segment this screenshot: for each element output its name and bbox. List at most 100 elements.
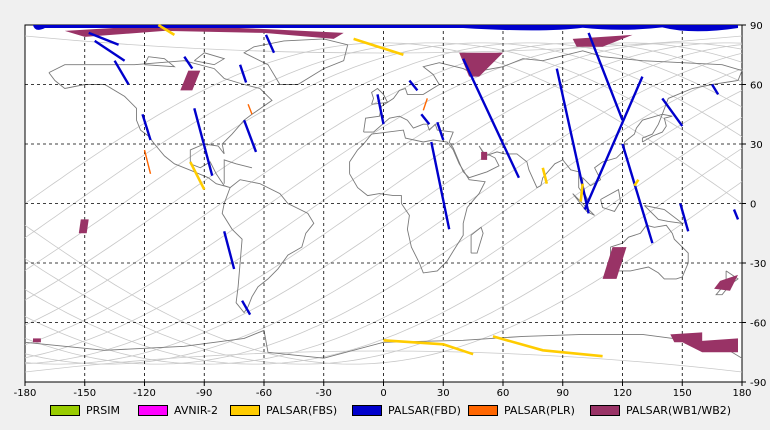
orbit-track [24, 90, 743, 365]
fbs-footprint [157, 23, 176, 37]
fbs-footprint [633, 178, 640, 187]
orbit-track [24, 35, 743, 54]
wb-footprint [481, 151, 488, 160]
fbd-footprint [408, 79, 419, 92]
fbd-footprint [587, 32, 624, 121]
fbd-footprint [436, 121, 445, 141]
fbd-footprint [242, 119, 258, 153]
x-tick-label: 0 [380, 388, 386, 399]
legend-swatch [50, 404, 80, 416]
fbd-footprint [711, 83, 720, 96]
legend-item: PALSAR(FBD) [352, 403, 461, 417]
fbd-footprint [376, 94, 385, 125]
wb-footprints [33, 25, 738, 353]
x-tick-label: -120 [133, 388, 156, 399]
wb-footprint [459, 52, 503, 77]
fbd-footprint [583, 76, 644, 210]
fbd-footprint [621, 143, 654, 244]
wb-footprint [682, 338, 738, 353]
legend-item: PRSIM [50, 403, 120, 417]
wb-footprint [670, 332, 703, 343]
fbd-footprint [141, 113, 152, 141]
fbd-polar-band [32, 25, 739, 32]
fbd-footprint [113, 60, 130, 86]
fbd-footprint [241, 300, 252, 316]
coastline [470, 226, 484, 254]
fbd-footprint [430, 141, 451, 230]
coastline [349, 129, 486, 274]
coastline [644, 205, 684, 224]
coastline [641, 113, 673, 143]
fbd-footprint [238, 64, 248, 83]
wb-footprint [714, 274, 738, 291]
legend-label: PALSAR(FBD) [388, 403, 461, 417]
map-frame [24, 24, 743, 383]
fbd-footprint [732, 209, 740, 220]
x-tick-label: 30 [437, 388, 450, 399]
fbd-footprint [88, 31, 120, 46]
x-tick-label: 60 [497, 388, 510, 399]
y-tick-label: 30 [750, 140, 763, 151]
fbs-footprint [541, 167, 549, 185]
wb-footprint [33, 338, 41, 343]
coastline [371, 87, 389, 105]
plr-footprint [247, 104, 253, 115]
legend-swatch [468, 404, 498, 416]
wb-footprint [180, 70, 201, 91]
orbit-track [24, 44, 743, 365]
coastline [194, 52, 226, 66]
fbs-footprint [189, 161, 206, 191]
legend-label: PALSAR(FBS) [266, 403, 338, 417]
fbd-footprint [94, 39, 126, 62]
legend-label: AVNIR-2 [174, 403, 218, 417]
fbd-footprint [420, 113, 431, 125]
coastline [600, 188, 621, 212]
y-tick-label: 60 [750, 81, 763, 92]
legend-swatch [590, 404, 620, 416]
coastline [610, 224, 689, 280]
x-tick-label: -150 [73, 388, 96, 399]
fbs-footprint [492, 335, 603, 358]
x-tick-label: 150 [673, 388, 692, 399]
legend-swatch [138, 404, 168, 416]
plr-footprints [143, 98, 428, 174]
y-tick-label: -30 [750, 259, 766, 270]
wb-footprint [64, 25, 344, 39]
wb-footprint [78, 219, 89, 234]
x-tick-label: 120 [613, 388, 632, 399]
y-tick-label: 0 [750, 200, 756, 211]
y-tick-label: -90 [750, 378, 766, 389]
legend-label: PALSAR(PLR) [504, 403, 575, 417]
legend-item: PALSAR(FBS) [230, 403, 337, 417]
y-tick-label: -60 [750, 319, 766, 330]
x-tick-label: 90 [556, 388, 569, 399]
orbit-track [24, 350, 743, 373]
fbd-footprint [193, 107, 214, 177]
x-tick-label: -180 [14, 388, 37, 399]
orbit-track [24, 42, 743, 239]
coastline [223, 159, 253, 184]
legend-swatch [230, 404, 260, 416]
fbs-footprint [353, 37, 404, 57]
fbs-footprints [157, 23, 640, 358]
plr-footprint [143, 149, 152, 174]
coastline [144, 56, 176, 68]
legend: PRSIM AVNIR-2 PALSAR(FBS) PALSAR(FBD) PALSAR… [0, 398, 770, 422]
fbd-footprint [679, 203, 690, 232]
orbit-track [24, 42, 743, 346]
legend-label: PALSAR(WB1/WB2) [626, 403, 732, 417]
x-tick-label: -90 [196, 388, 212, 399]
fbs-footprint [383, 339, 474, 356]
legend-item: PALSAR(WB1/WB2) [590, 403, 731, 417]
legend-swatch [352, 404, 382, 416]
fbd-footprint [661, 97, 684, 127]
y-tick-label: 90 [750, 21, 763, 32]
coastline [48, 60, 273, 189]
x-tick-label: -60 [256, 388, 272, 399]
latitude-axis: 90 60 30 0 -30 -60 -90 [742, 21, 766, 389]
fbd-footprint [462, 58, 520, 179]
x-tick-label: 180 [732, 388, 751, 399]
wb-footprint [572, 34, 633, 47]
coastline [221, 179, 315, 314]
